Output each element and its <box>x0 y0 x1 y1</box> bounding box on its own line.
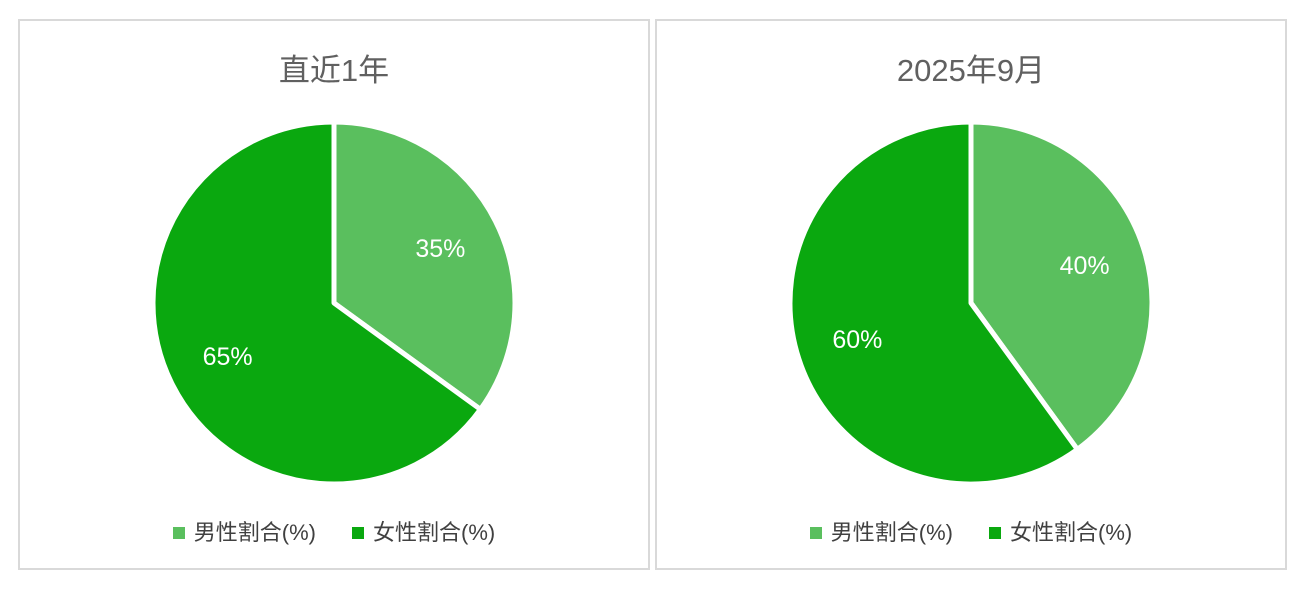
legend-swatch-female-icon <box>352 527 364 539</box>
pie-chart-2025-09: 40% 60% <box>787 119 1155 487</box>
chart-title-2025-09: 2025年9月 <box>896 53 1046 88</box>
legend-label-male: 男性割合(%) <box>830 520 953 545</box>
pie-data-label-female-share: 60% <box>832 326 882 354</box>
legend-swatch-male-icon <box>172 527 185 539</box>
legend-item-male: 男性割合(%) <box>809 520 953 545</box>
pie-data-label-female-share: 65% <box>203 343 253 371</box>
legend-label-female: 女性割合(%) <box>1010 520 1133 545</box>
chart-title-recent-year: 直近1年 <box>278 53 390 88</box>
chart-panel-recent-year: 直近1年 35% 65% 男性割合(%) 女性割合(%) <box>18 19 650 570</box>
pie-data-label-male-share: 35% <box>415 235 465 263</box>
chart-legend: 男性割合(%) 女性割合(%) <box>20 522 648 544</box>
pie-data-label-male-share: 40% <box>1060 252 1110 280</box>
pie-slice-female-share <box>787 119 1080 487</box>
legend-item-female: 女性割合(%) <box>352 522 495 544</box>
legend-swatch-male-icon <box>809 527 822 539</box>
legend-label-male: 男性割合(%) <box>193 520 316 545</box>
pie-slice-male-share <box>331 119 518 412</box>
pie-slice-male-share <box>968 119 1155 452</box>
legend-swatch-female-icon <box>989 527 1001 539</box>
legend-item-female: 女性割合(%) <box>989 522 1132 544</box>
chart-panel-2025-09: 2025年9月 40% 60% 男性割合(%) 女性割合(%) <box>655 19 1287 570</box>
legend-item-male: 男性割合(%) <box>172 520 316 545</box>
legend-label-female: 女性割合(%) <box>373 520 496 545</box>
pie-chart-recent-year: 35% 65% <box>150 119 518 487</box>
chart-legend: 男性割合(%) 女性割合(%) <box>657 522 1285 544</box>
pie-slice-female-share <box>150 119 483 487</box>
